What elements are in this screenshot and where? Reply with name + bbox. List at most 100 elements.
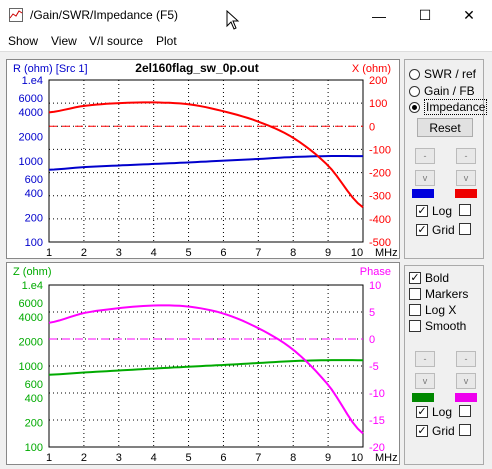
menu-bar: Show View V/I source Plot	[0, 31, 492, 52]
log-x-check[interactable]	[409, 304, 421, 316]
markers-checkbox[interactable]: Markers	[409, 286, 468, 302]
bottom-left-axis-up-button[interactable]: -	[415, 351, 435, 367]
left-grid-label: Grid	[432, 223, 455, 237]
markers-label: Markers	[425, 287, 469, 301]
left-series-color-swatch[interactable]	[412, 189, 434, 198]
bottom-left-log-label: Log	[432, 405, 453, 419]
right-axis-tick-label: -5	[369, 361, 379, 373]
left-grid-check[interactable]: ✓	[416, 224, 428, 236]
bold-checkbox[interactable]: ✓ Bold	[409, 270, 449, 286]
left-axis-down-button[interactable]: v	[415, 170, 435, 186]
close-button[interactable]: ✕	[463, 7, 475, 23]
left-axis-tick-label: 4000	[19, 107, 43, 119]
right-grid-checkbox[interactable]	[459, 223, 475, 235]
right-grid-check[interactable]	[459, 223, 471, 235]
x-axis-tick-label: 7	[255, 452, 261, 464]
x-axis-tick-label: 8	[290, 452, 296, 464]
maximize-button[interactable]: ☐	[418, 7, 432, 23]
left-log-checkbox[interactable]: ✓ Log	[416, 204, 452, 218]
left-series-line	[48, 359, 363, 376]
radio-gain-dot[interactable]	[409, 85, 420, 97]
radio-impedance-label: Impedance	[424, 99, 488, 115]
right-axis-tick-label: 10	[369, 280, 381, 292]
right-series-line	[48, 101, 364, 209]
radio-gain-label: Gain / FB	[424, 84, 475, 98]
smooth-check[interactable]	[409, 320, 421, 332]
title-bar: /Gain/SWR/Impedance (F5) — ☐ ✕	[0, 0, 492, 31]
right-axis-tick-label: -500	[369, 237, 391, 249]
right-axis-label: Phase	[360, 266, 391, 278]
left-axis-up-button[interactable]: -	[415, 148, 435, 164]
left-axis-tick-label: 6000	[19, 298, 43, 310]
right-series-line	[48, 304, 364, 435]
left-axis-label: R (ohm) [Src 1]	[13, 63, 88, 75]
radio-swr[interactable]: SWR / ref	[409, 66, 476, 82]
menu-show[interactable]: Show	[8, 34, 39, 48]
radio-impedance[interactable]: Impedance	[409, 99, 488, 115]
radio-impedance-dot[interactable]	[409, 101, 420, 113]
bottom-right-series-color-swatch[interactable]	[455, 393, 477, 402]
right-log-check[interactable]	[459, 204, 471, 216]
left-axis-tick-label: 1000	[19, 361, 43, 373]
x-axis-tick-label: 10	[351, 452, 363, 464]
left-axis-tick-label: 200	[25, 213, 43, 225]
bottom-right-grid-checkbox[interactable]	[459, 424, 475, 436]
bottom-right-log-check[interactable]	[459, 405, 471, 417]
left-axis-tick-label: 400	[25, 188, 43, 200]
z-phase-chart-svg: 1.e4 6000 4000 2000 1000 600 400 200 100 10 5 0 -5 -1…	[13, 266, 398, 464]
impedance-rx-chart: 1.e4 6000 4000 2000 1000 600 400 200 100 200 100 0-…	[6, 59, 400, 259]
window-title: /Gain/SWR/Impedance (F5)	[30, 8, 179, 22]
x-axis-tick-label: 9	[325, 247, 331, 258]
menu-view[interactable]: View	[51, 34, 77, 48]
impedance-z-phase-chart: 1.e4 6000 4000 2000 1000 600 400 200 100 10 5 0 -5 -1…	[6, 262, 400, 465]
left-axis-tick-label: 400	[25, 393, 43, 405]
minimize-button[interactable]: —	[372, 7, 386, 24]
radio-swr-label: SWR / ref	[424, 67, 477, 81]
bottom-left-grid-label: Grid	[432, 424, 455, 438]
radio-swr-dot[interactable]	[409, 68, 420, 80]
bottom-right-axis-down-button[interactable]: v	[456, 373, 476, 389]
left-log-check[interactable]: ✓	[416, 205, 428, 217]
bottom-left-series-color-swatch[interactable]	[412, 393, 434, 402]
right-axis-tick-label: -200	[369, 168, 391, 180]
markers-check[interactable]	[409, 288, 421, 300]
left-axis-tick-label: 1.e4	[22, 280, 43, 292]
left-axis-tick-label: 600	[25, 174, 43, 186]
left-axis-label: Z (ohm)	[13, 266, 52, 278]
plot-frame	[48, 79, 364, 243]
bottom-right-axis-up-button[interactable]: -	[456, 351, 476, 367]
right-axis-tick-label: 0	[369, 121, 375, 133]
bottom-left-log-check[interactable]: ✓	[416, 406, 428, 418]
left-axis-tick-label: 100	[25, 442, 43, 454]
bottom-right-grid-check[interactable]	[459, 424, 471, 436]
menu-plot[interactable]: Plot	[156, 34, 177, 48]
left-grid-checkbox[interactable]: ✓ Grid	[416, 223, 455, 237]
bottom-left-axis-down-button[interactable]: v	[415, 373, 435, 389]
left-axis-tick-label: 1000	[19, 156, 43, 168]
right-axis-label: X (ohm)	[352, 63, 391, 75]
log-x-checkbox[interactable]: Log X	[409, 302, 456, 318]
bold-check[interactable]: ✓	[409, 272, 421, 284]
smooth-checkbox[interactable]: Smooth	[409, 318, 466, 334]
right-axis-down-button[interactable]: v	[456, 170, 476, 186]
menu-vi-source[interactable]: V/I source	[89, 34, 144, 48]
x-axis-tick-label: 8	[290, 247, 296, 258]
mouse-cursor-icon	[226, 10, 240, 30]
right-log-checkbox[interactable]	[459, 204, 475, 216]
right-axis-tick-label: -400	[369, 214, 391, 226]
right-axis-up-button[interactable]: -	[456, 148, 476, 164]
right-axis-tick-label: 100	[369, 98, 387, 110]
x-axis-tick-label: 4	[151, 247, 157, 258]
reset-button[interactable]: Reset	[417, 118, 473, 137]
x-axis-tick-label: 2	[81, 247, 87, 258]
bottom-left-grid-check[interactable]: ✓	[416, 425, 428, 437]
right-axis-tick-label: -100	[369, 144, 391, 156]
radio-gain[interactable]: Gain / FB	[409, 83, 475, 99]
bottom-left-log-checkbox[interactable]: ✓ Log	[416, 405, 452, 419]
left-log-label: Log	[432, 204, 453, 218]
right-series-color-swatch[interactable]	[455, 189, 477, 198]
bottom-left-grid-checkbox[interactable]: ✓ Grid	[416, 424, 455, 438]
bottom-right-log-checkbox[interactable]	[459, 405, 475, 417]
x-axis-unit-label: MHz	[375, 452, 398, 464]
x-axis-tick-label: 3	[116, 247, 122, 258]
